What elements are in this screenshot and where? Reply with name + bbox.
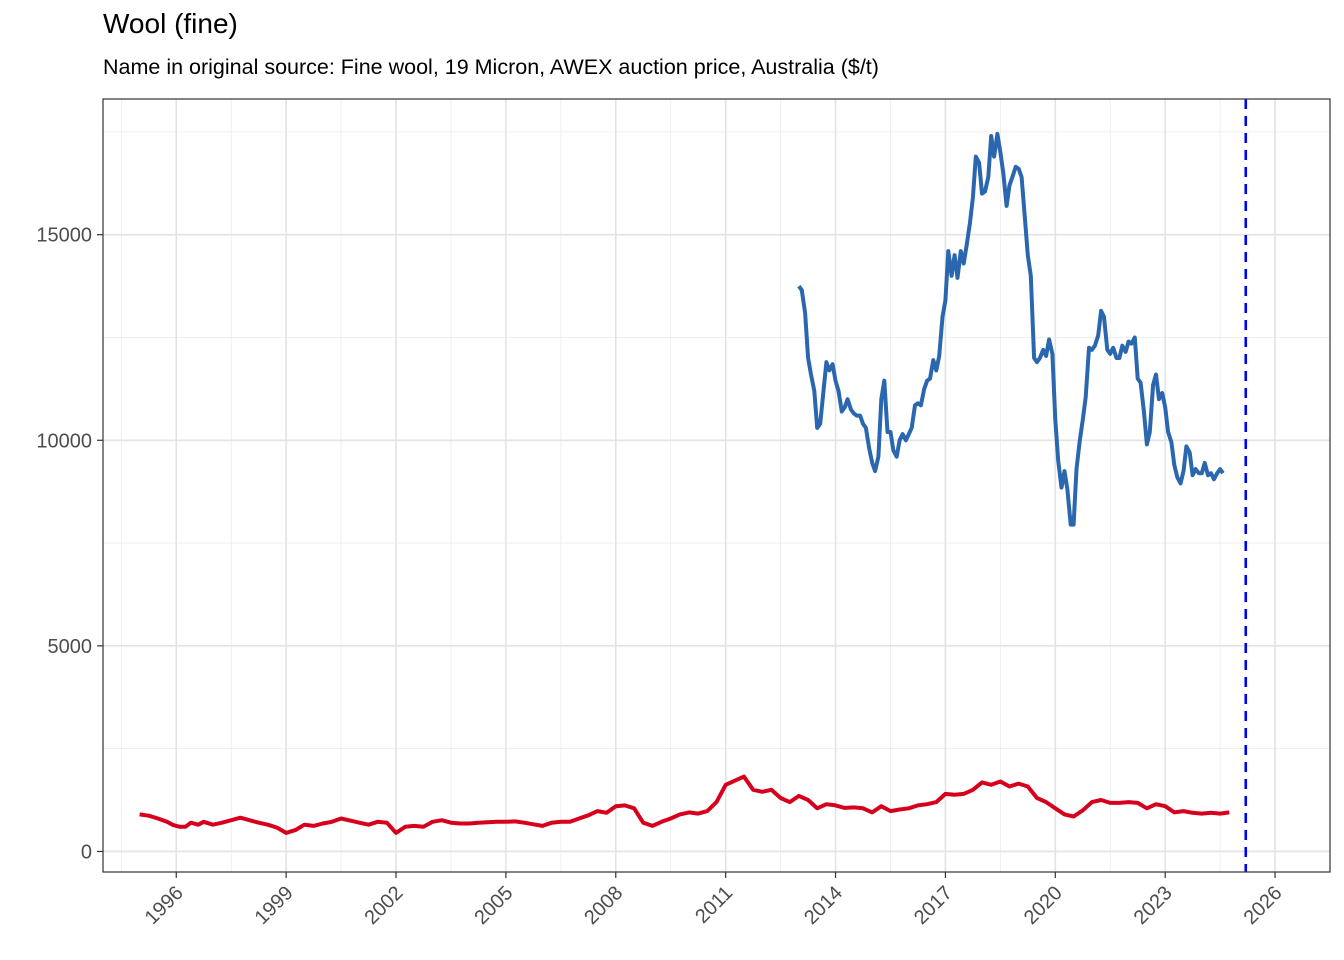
series-line-1	[797, 131, 1225, 527]
y-tick-label: 15000	[36, 225, 92, 247]
x-tick-label: 1996	[141, 882, 188, 929]
plot-panel	[102, 98, 1331, 873]
grid	[103, 99, 1331, 872]
x-tick-label: 2005	[470, 882, 517, 929]
series-layer	[139, 131, 1230, 835]
chart-title: Wool (fine)	[103, 8, 238, 39]
x-tick-label: 1999	[251, 882, 298, 929]
chart-subtitle: Name in original source: Fine wool, 19 M…	[103, 55, 879, 79]
y-tick-label: 0	[81, 841, 92, 863]
x-tick-label: 2026	[1240, 882, 1287, 929]
x-tick-label: 2008	[580, 882, 627, 929]
y-tick-label: 5000	[48, 636, 93, 658]
x-tick-label: 2020	[1020, 882, 1067, 929]
y-tick-label: 10000	[36, 430, 92, 452]
x-tick-label: 2002	[361, 882, 408, 929]
x-tick-label: 2014	[800, 882, 847, 929]
x-tick-label: 2011	[691, 882, 737, 928]
x-tick-label: 2017	[910, 882, 957, 929]
x-tick-label: 2023	[1130, 882, 1177, 929]
series-line-2	[139, 774, 1230, 835]
